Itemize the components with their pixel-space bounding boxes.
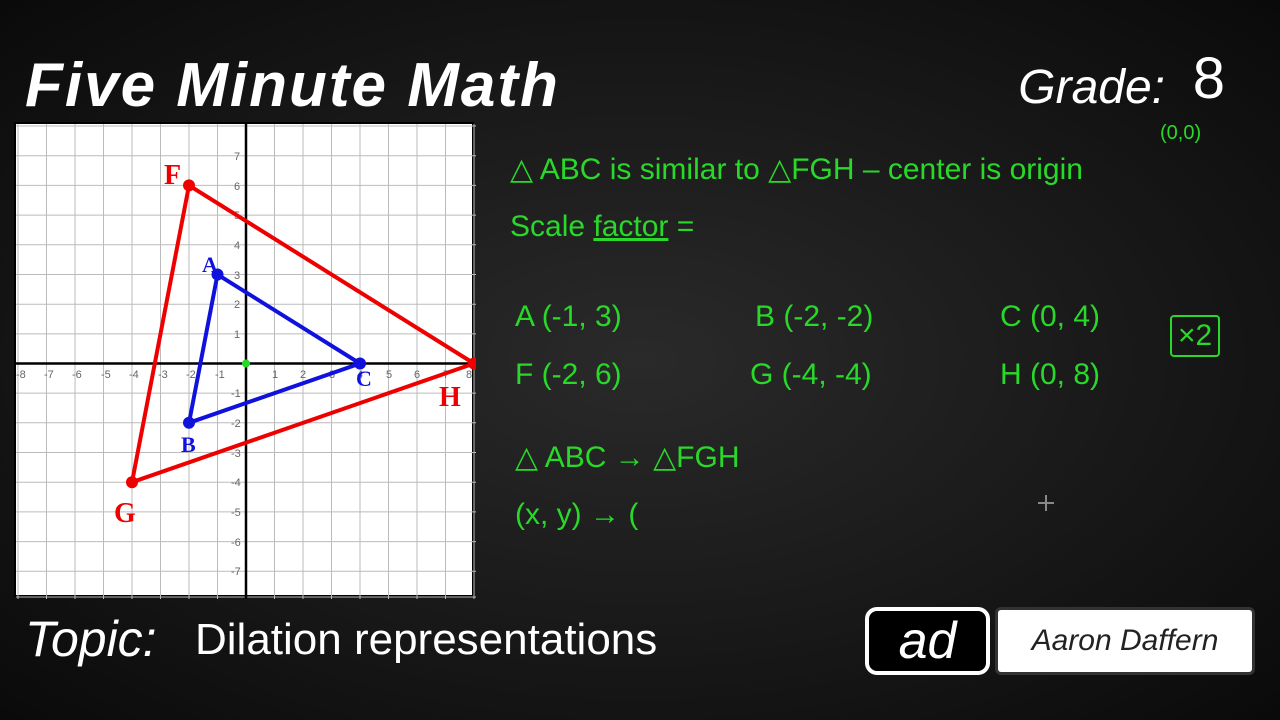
coord-c: C (0, 4) xyxy=(1000,300,1100,334)
vertex-c-label: C xyxy=(356,366,372,391)
svg-text:3: 3 xyxy=(234,270,240,282)
svg-text:2: 2 xyxy=(234,299,240,311)
vertex-h-label: H xyxy=(439,382,461,413)
vertex-g-label: G xyxy=(114,498,136,529)
svg-text:-2: -2 xyxy=(186,369,196,381)
svg-text:-3: -3 xyxy=(231,448,241,460)
svg-text:4: 4 xyxy=(234,240,240,252)
coord-b: B (-2, -2) xyxy=(755,300,873,334)
svg-text:-4: -4 xyxy=(231,477,241,489)
svg-text:-5: -5 xyxy=(231,507,241,519)
coord-f: F (-2, 6) xyxy=(515,358,622,392)
svg-text:5: 5 xyxy=(386,369,392,381)
vertex-f-label: F xyxy=(164,160,181,191)
author-name: Aaron Daffern xyxy=(995,607,1255,675)
svg-text:6: 6 xyxy=(414,369,420,381)
svg-text:1: 1 xyxy=(234,329,240,341)
graph-svg: -8-7-6-5-4-3-2-1 12345678 7654321 -1-2-3… xyxy=(16,124,476,599)
mapping-triangles: △ ABC → △FGH xyxy=(515,440,740,475)
topic-text: Dilation representations xyxy=(195,615,657,665)
cursor-icon xyxy=(1038,495,1054,511)
page-title: Five Minute Math xyxy=(25,50,560,121)
coord-h: H (0, 8) xyxy=(1000,358,1100,392)
coord-g: G (-4, -4) xyxy=(750,358,872,392)
svg-text:-3: -3 xyxy=(158,369,168,381)
svg-text:-5: -5 xyxy=(101,369,111,381)
line-similar: △ ABC is similar to △FGH – center is ori… xyxy=(510,152,1083,187)
svg-text:2: 2 xyxy=(300,369,306,381)
svg-text:1: 1 xyxy=(272,369,278,381)
svg-text:-7: -7 xyxy=(44,369,54,381)
grade-number: 8 xyxy=(1193,45,1225,112)
grade-label: Grade: xyxy=(1018,60,1165,115)
svg-text:-4: -4 xyxy=(129,369,139,381)
svg-text:-1: -1 xyxy=(231,388,241,400)
svg-text:6: 6 xyxy=(234,181,240,193)
svg-text:-6: -6 xyxy=(231,537,241,549)
scale-factor-box: ×2 xyxy=(1170,315,1220,357)
svg-text:-2: -2 xyxy=(231,418,241,430)
author-box: ad Aaron Daffern xyxy=(865,607,1255,675)
line-scale-factor: Scale factor = xyxy=(510,210,694,244)
vertex-b-label: B xyxy=(181,432,196,457)
svg-text:7: 7 xyxy=(234,151,240,163)
svg-text:-1: -1 xyxy=(215,369,225,381)
svg-text:-7: -7 xyxy=(231,566,241,578)
author-logo: ad xyxy=(865,607,990,675)
coordinate-graph: -8-7-6-5-4-3-2-1 12345678 7654321 -1-2-3… xyxy=(14,122,474,597)
svg-text:8: 8 xyxy=(466,369,472,381)
mapping-rule: (x, y) → ( xyxy=(515,498,638,532)
topic-label: Topic: xyxy=(25,610,157,668)
origin-coord: (0,0) xyxy=(1160,122,1201,145)
coord-a: A (-1, 3) xyxy=(515,300,622,334)
vertex-a-label: A xyxy=(202,252,218,277)
svg-text:-6: -6 xyxy=(72,369,82,381)
svg-text:-8: -8 xyxy=(16,369,26,381)
